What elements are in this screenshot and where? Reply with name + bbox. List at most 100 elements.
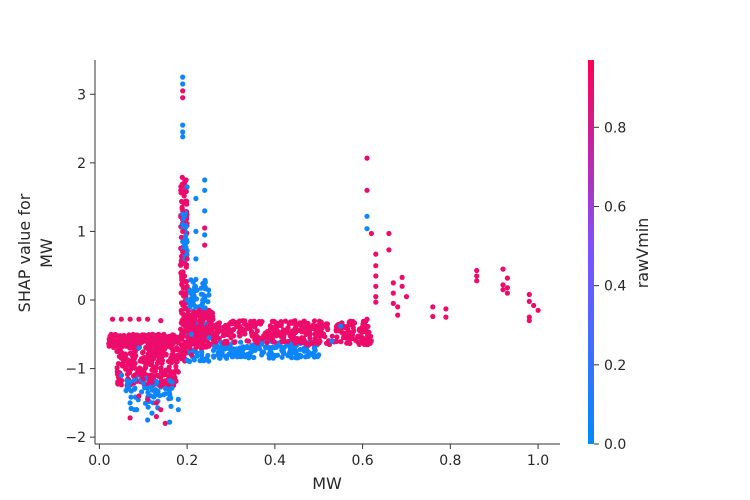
scatter-point [127, 316, 133, 322]
scatter-point [364, 155, 370, 161]
scatter-point [197, 314, 203, 320]
scatter-point [127, 337, 133, 343]
scatter-point [245, 338, 252, 344]
scatter-point [109, 336, 116, 342]
scatter-point [282, 318, 288, 324]
scatter-point [136, 393, 142, 399]
scatter-point [185, 308, 191, 314]
scatter-point [200, 338, 206, 345]
scatter-point [324, 321, 331, 327]
scatter-point [178, 234, 184, 240]
y-axis-title-line2: MW [37, 238, 56, 268]
scatter-point [159, 360, 165, 366]
scatter-point [131, 355, 138, 361]
scatter-point [210, 331, 216, 337]
y-tick-label: −1 [65, 362, 86, 378]
scatter-point [154, 360, 161, 366]
scatter-point [162, 342, 168, 348]
scatter-point [180, 311, 186, 317]
scatter-point [316, 340, 322, 346]
scatter-point [500, 282, 506, 288]
scatter-point [316, 326, 322, 332]
scatter-point [186, 328, 192, 334]
scatter-point [211, 354, 217, 360]
scatter-point [342, 324, 348, 330]
scatter-point [202, 232, 208, 238]
scatter-point [179, 281, 185, 287]
scatter-point [123, 388, 129, 394]
scatter-point [193, 256, 199, 262]
scatter-point [171, 372, 177, 378]
scatter-point [298, 354, 304, 360]
scatter-point [193, 195, 199, 202]
scatter-point [161, 392, 167, 398]
scatter-point [186, 313, 192, 319]
scatter-point [167, 359, 173, 365]
scatter-point [180, 88, 186, 94]
scatter-point [167, 372, 173, 378]
scatter-point [202, 187, 208, 193]
scatter-point [225, 325, 231, 331]
scatter-point [162, 381, 168, 387]
scatter-point [127, 379, 133, 385]
x-ticks: 0.0 0.2 0.4 0.6 0.8 1.0 [88, 444, 549, 469]
scatter-point [319, 322, 325, 328]
colorbar-ticks: 0.0 0.2 0.4 0.6 0.8 [594, 120, 626, 453]
scatter-point [285, 353, 291, 359]
scatter-point [140, 359, 146, 365]
scatter-point [112, 331, 118, 338]
scatter-point [373, 273, 379, 279]
scatter-point [206, 335, 212, 341]
scatter-point [243, 326, 249, 332]
scatter-point [215, 352, 221, 358]
scatter-point [182, 261, 188, 267]
scatter-point [150, 348, 156, 355]
scatter-point [180, 183, 186, 189]
scatter-point [159, 378, 165, 384]
scatter-point [188, 352, 195, 358]
scatter-point [254, 328, 260, 334]
scatter-point [270, 339, 277, 345]
scatter-point [167, 392, 173, 398]
scatter-point [281, 344, 287, 350]
scatter-point [131, 363, 137, 370]
scatter-point [250, 320, 256, 327]
scatter-point [232, 348, 238, 354]
scatter-point [184, 297, 190, 303]
scatter-point [114, 348, 120, 354]
scatter-point [149, 387, 156, 393]
scatter-point [289, 328, 295, 334]
scatter-point [298, 326, 304, 332]
scatter-point [167, 378, 173, 384]
scatter-point [251, 354, 257, 361]
scatter-point [240, 344, 246, 350]
x-tick-label: 0.0 [88, 453, 110, 469]
scatter-point [151, 368, 158, 374]
scatter-point [303, 331, 309, 338]
scatter-point [145, 396, 151, 402]
scatter-point [303, 346, 309, 352]
y-axis-title-line1: SHAP value for [15, 193, 34, 312]
scatter-point [157, 392, 163, 399]
scatter-point [500, 287, 506, 293]
scatter-point [302, 340, 308, 346]
scatter-point [175, 352, 181, 358]
scatter-point [184, 283, 190, 289]
scatter-point [150, 352, 156, 358]
scatter-point [206, 307, 212, 313]
y-tick-label: 0 [77, 293, 86, 309]
y-ticks: 3 2 1 0 −1 −2 [65, 87, 95, 446]
scatter-point [118, 372, 124, 378]
scatter-point [168, 403, 174, 409]
scatter-point [325, 326, 331, 333]
scatter-point [443, 314, 449, 320]
scatter-point [205, 299, 211, 305]
scatter-point [183, 278, 189, 285]
scatter-point [116, 353, 122, 359]
scatter-point [305, 320, 311, 327]
scatter-point [386, 247, 392, 253]
scatter-point [373, 263, 379, 269]
scatter-point [234, 354, 240, 360]
scatter-point [500, 266, 506, 272]
scatter-point [286, 321, 292, 327]
